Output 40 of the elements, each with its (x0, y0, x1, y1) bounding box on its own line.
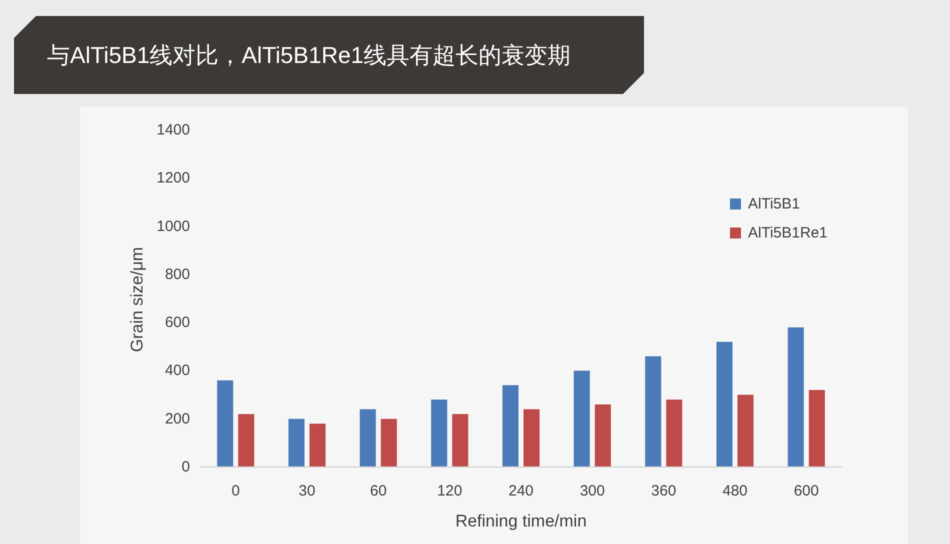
y-tick-label: 200 (164, 410, 190, 428)
bar (788, 327, 804, 467)
x-tick-label: 120 (437, 482, 462, 500)
bar (502, 385, 519, 467)
bar (523, 409, 540, 467)
x-tick-label: 300 (580, 482, 605, 500)
bar (360, 409, 376, 467)
bar (380, 418, 397, 467)
x-tick-label: 60 (370, 482, 387, 500)
bar (309, 424, 326, 467)
legend-label: AlTi5B1Re1 (748, 224, 828, 242)
bar (808, 390, 825, 467)
x-tick-label: 480 (722, 482, 748, 500)
bar (217, 380, 234, 467)
bar (594, 404, 611, 467)
x-tick-label: 0 (231, 482, 240, 500)
x-tick-label: 240 (508, 482, 534, 500)
bar (645, 356, 662, 467)
bar (452, 414, 468, 467)
bar (666, 400, 682, 467)
y-tick-label: 600 (164, 314, 190, 332)
legend-label: AlTi5B1 (748, 196, 800, 212)
y-tick-label: 400 (164, 362, 190, 380)
bar (574, 370, 590, 467)
bar (238, 414, 254, 467)
bar (716, 342, 733, 467)
x-axis-title: Refining time/min (455, 512, 587, 530)
bar (737, 394, 754, 467)
y-axis-title: Grain size/μm (128, 246, 146, 352)
y-tick-label: 800 (164, 266, 190, 283)
bar (431, 400, 448, 467)
y-tick-label: 1200 (156, 170, 190, 187)
x-tick-label: 600 (794, 482, 819, 500)
chart-title: 与AlTi5B1线对比，AlTi5B1Re1线具有超长的衰变期 (47, 42, 571, 68)
y-tick-label: 1400 (156, 122, 190, 138)
y-tick-label: 0 (182, 458, 190, 476)
x-tick-label: 30 (298, 482, 316, 500)
y-tick-label: 1000 (156, 218, 190, 235)
bar (288, 418, 305, 467)
x-tick-label: 360 (651, 482, 676, 500)
